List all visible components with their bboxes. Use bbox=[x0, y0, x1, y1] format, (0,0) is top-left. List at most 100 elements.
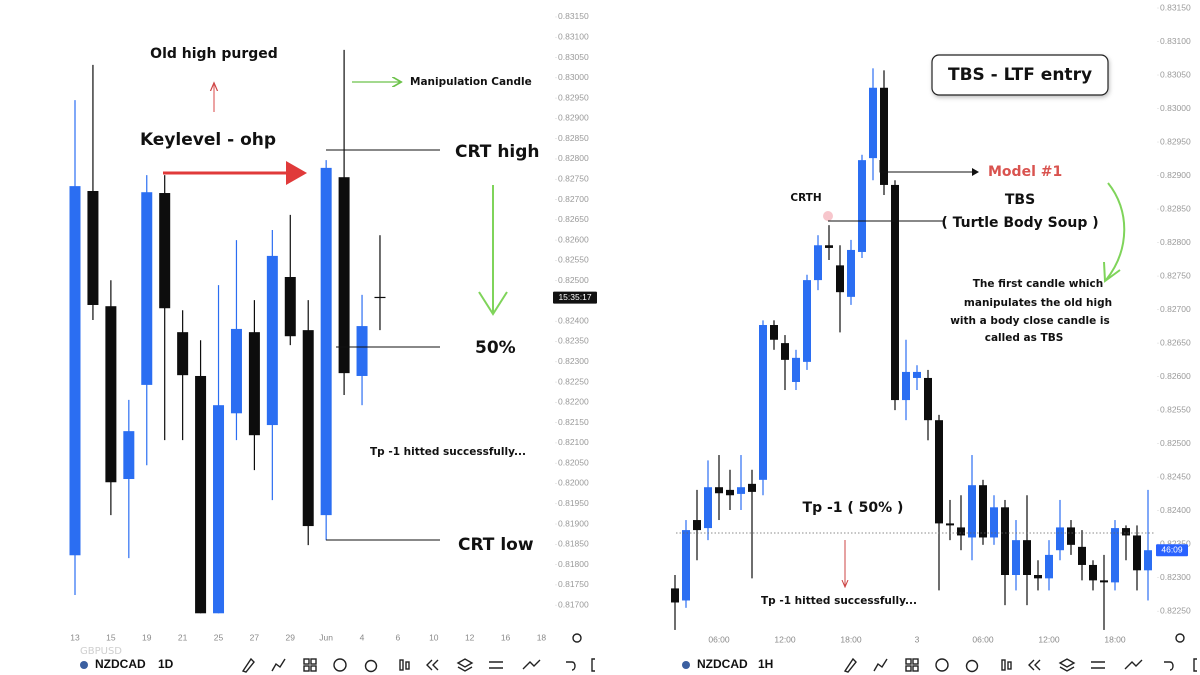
y-tick-label: 0.82750 bbox=[558, 173, 589, 183]
symbol-icon bbox=[682, 661, 690, 669]
y-tick-label: 0.82950 bbox=[1160, 136, 1191, 146]
y-tick-label: 0.83100 bbox=[1160, 36, 1191, 46]
x-tick-label: 19 bbox=[142, 632, 152, 642]
x-tick-label: Jun bbox=[319, 632, 333, 642]
annotation: 50% bbox=[475, 338, 516, 358]
settings-icon[interactable] bbox=[1175, 633, 1185, 643]
right-annotations: TBS - LTF entry Model #1 TBS ( Turtle Bo… bbox=[676, 54, 1155, 607]
annotation: CRT low bbox=[458, 535, 534, 555]
candle-body bbox=[1089, 564, 1097, 581]
y-tick-label: 0.83050 bbox=[558, 52, 589, 62]
candle-body bbox=[935, 420, 943, 524]
annotation: Manipulation Candle bbox=[410, 76, 532, 88]
annotation: TBS bbox=[1005, 192, 1035, 208]
candle-body bbox=[847, 249, 855, 297]
y-tick-label: 0.82950 bbox=[558, 92, 589, 102]
y-tick-label: 0.82650 bbox=[558, 214, 589, 224]
y-tick-label: 0.82700 bbox=[558, 194, 589, 204]
candle-body bbox=[693, 520, 701, 531]
curved-arrow bbox=[1105, 182, 1126, 281]
interval[interactable]: 1H bbox=[758, 657, 773, 671]
arrow-head bbox=[478, 291, 508, 316]
candle-body bbox=[266, 255, 278, 426]
x-tick-label: 3 bbox=[915, 634, 920, 644]
y-tick-label: 0.82250 bbox=[558, 376, 589, 386]
candle-body bbox=[1111, 528, 1119, 583]
tool-icons[interactable] bbox=[843, 657, 1197, 673]
annotation: Model #1 bbox=[988, 164, 1062, 180]
candle-body bbox=[968, 485, 976, 538]
candle-body bbox=[1023, 540, 1031, 576]
y-tick-label: 0.83000 bbox=[558, 72, 589, 82]
candle-body bbox=[1144, 550, 1152, 571]
x-tick-label: 29 bbox=[286, 632, 296, 642]
annotation: Tp -1 hitted successfully... bbox=[761, 595, 917, 607]
x-tick-label: 18:00 bbox=[1104, 634, 1126, 644]
candle-body bbox=[1078, 546, 1086, 565]
candle-body bbox=[979, 485, 987, 538]
symbol[interactable]: NZDCAD bbox=[95, 657, 146, 671]
x-tick-label: 13 bbox=[70, 632, 80, 642]
y-tick-label: 0.82200 bbox=[558, 397, 589, 407]
candle-body bbox=[957, 527, 965, 536]
candle-body bbox=[891, 184, 899, 401]
x-tick-label: 12:00 bbox=[774, 634, 796, 644]
y-tick-label: 0.82900 bbox=[558, 113, 589, 123]
annotation: called as TBS bbox=[985, 332, 1064, 344]
y-tick-label: 0.82300 bbox=[1160, 572, 1191, 582]
candle-body bbox=[1045, 554, 1053, 579]
y-tick-label: 0.82900 bbox=[1160, 170, 1191, 180]
candle-body bbox=[213, 405, 225, 614]
countdown-badge bbox=[1156, 544, 1188, 557]
annotation: Old high purged bbox=[150, 46, 278, 62]
annotation: Keylevel - ohp bbox=[140, 130, 276, 150]
arrow bbox=[879, 160, 979, 176]
candle-body bbox=[781, 343, 789, 360]
candle-body bbox=[105, 306, 117, 483]
y-tick-label: 0.82750 bbox=[1160, 270, 1191, 280]
tool-icons[interactable] bbox=[241, 657, 595, 673]
y-tick-label: 0.82650 bbox=[1160, 337, 1191, 347]
candle-body bbox=[123, 431, 135, 480]
y-tick-label: 0.81800 bbox=[558, 559, 589, 569]
symbol[interactable]: NZDCAD bbox=[697, 657, 748, 671]
x-tick-label: 10 bbox=[429, 632, 439, 642]
y-tick-label: 0.82350 bbox=[1160, 538, 1191, 548]
x-tick-label: 27 bbox=[250, 632, 260, 642]
candle-body bbox=[814, 245, 822, 281]
y-tick-label: 0.82000 bbox=[558, 478, 589, 488]
x-tick-label: 06:00 bbox=[708, 634, 730, 644]
candle-body bbox=[836, 265, 844, 293]
countdown: 46:09 bbox=[1161, 544, 1183, 554]
candle-body bbox=[302, 330, 314, 527]
candle-body bbox=[338, 177, 350, 374]
y-tick-label: 0.83150 bbox=[558, 11, 589, 21]
candle-body bbox=[803, 280, 811, 362]
candle-body bbox=[704, 487, 712, 529]
candle-body bbox=[880, 87, 888, 185]
candle-body bbox=[1100, 580, 1108, 583]
x-tick-label: 16 bbox=[501, 632, 511, 642]
interval[interactable]: 1D bbox=[158, 657, 174, 671]
candle-body bbox=[825, 245, 833, 248]
y-tick-label: 0.82600 bbox=[558, 234, 589, 244]
annotation: Tp -1 hitted successfully... bbox=[370, 446, 526, 458]
annotation: with a body close candle is bbox=[950, 315, 1110, 327]
toolbar-right: NZDCAD 1H bbox=[572, 633, 1197, 673]
candle-body bbox=[69, 186, 81, 556]
x-tick-label: 12:00 bbox=[1038, 634, 1060, 644]
y-tick-label: 0.82350 bbox=[558, 336, 589, 346]
y-tick-label: 0.82550 bbox=[558, 255, 589, 265]
y-tick-label: 0.82400 bbox=[1160, 505, 1191, 515]
y-tick-label: 0.82500 bbox=[558, 275, 589, 285]
left-chart: 0.83150 0.83100 0.83050 0.83000 0.82950 0.829… bbox=[69, 11, 597, 642]
candle-body bbox=[284, 276, 296, 337]
candle-body bbox=[737, 487, 745, 494]
candle-body bbox=[1122, 528, 1130, 536]
x-tick-label: 21 bbox=[178, 632, 188, 642]
settings-icon[interactable] bbox=[572, 633, 582, 643]
candle-body bbox=[1001, 507, 1009, 576]
x-tick-label: 4 bbox=[360, 632, 365, 642]
